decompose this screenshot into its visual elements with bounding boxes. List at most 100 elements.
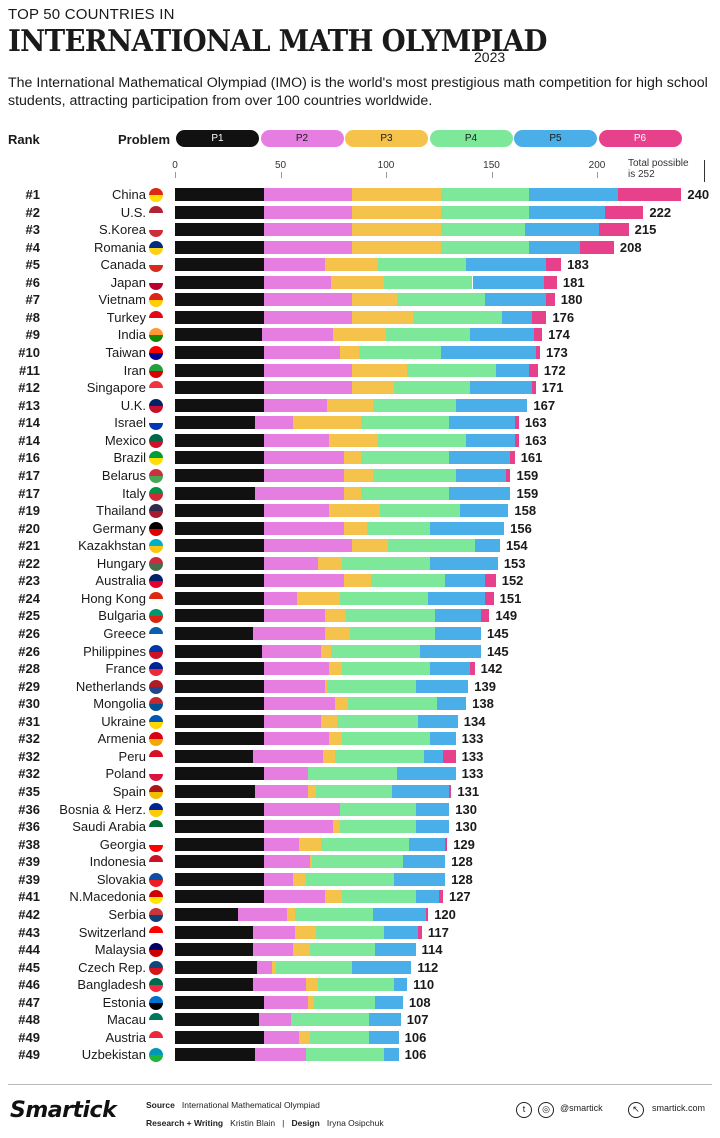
total-score-label: 183 <box>567 257 589 273</box>
bar-segment-p2 <box>263 574 344 588</box>
bar-segment-p6 <box>417 925 422 939</box>
rank-label: #3 <box>25 222 40 238</box>
instagram-icon[interactable]: ◎ <box>538 1102 554 1118</box>
country-name: India <box>117 327 146 343</box>
bar-segment-p2 <box>263 521 344 535</box>
rank-label: #2 <box>25 204 40 220</box>
bar-segment-p6 <box>529 363 538 377</box>
total-score-label: 120 <box>434 906 456 922</box>
country-row: #30 Mongolia 138 <box>0 695 720 713</box>
bar-segment-p2 <box>263 468 344 482</box>
bar-segment-p5 <box>369 1013 401 1027</box>
bar-segment-p2 <box>253 749 323 763</box>
bar-segment-p2 <box>263 995 308 1009</box>
country-row: #25 Bulgaria 149 <box>0 607 720 625</box>
country-name: Estonia <box>102 994 146 1010</box>
bar-segment-p3 <box>333 328 386 342</box>
total-score-label: 208 <box>619 239 642 255</box>
website-link[interactable]: smartick.com <box>652 1103 706 1113</box>
bar-segment-p1 <box>175 1048 256 1062</box>
bar-segment-p2 <box>263 188 353 201</box>
country-row: #14 Israel 163 <box>0 414 720 432</box>
bar-segment-p3 <box>318 556 342 570</box>
bar-segment-p2 <box>263 205 353 219</box>
bar-segment-p3 <box>293 943 311 957</box>
design-label: Design <box>291 1118 320 1128</box>
rank-label: #17 <box>18 467 40 483</box>
bar-segment-p3 <box>326 398 374 412</box>
rank-label: #32 <box>18 731 40 747</box>
total-score-label: 159 <box>516 467 539 483</box>
country-row: #42 Serbia 120 <box>0 906 720 924</box>
bar-segment-p1 <box>175 504 264 518</box>
country-name: Belarus <box>101 467 146 483</box>
country-row: #32 Armenia 133 <box>0 730 720 748</box>
flag-icon <box>149 732 163 747</box>
flag-icon <box>149 468 163 483</box>
country-name: Austria <box>105 1029 146 1045</box>
flag-icon <box>149 1030 163 1045</box>
bar-segment-p2 <box>263 381 353 395</box>
bar-segment-p5 <box>472 275 545 289</box>
cursor-link-icon[interactable]: ↖ <box>628 1102 644 1118</box>
rank-label: #7 <box>25 292 40 308</box>
bar-segment-p1 <box>175 872 264 886</box>
total-score-label: 134 <box>463 713 486 729</box>
bar-segment-p5 <box>415 890 439 904</box>
social-handle[interactable]: @smartick <box>560 1103 603 1113</box>
bar-segment-p4 <box>379 504 460 518</box>
bar-segment-p4 <box>371 574 446 588</box>
bar-segment-p5 <box>430 521 505 535</box>
bar-segment-p2 <box>263 714 321 728</box>
bar-segment-p5 <box>375 943 416 957</box>
flag-icon <box>149 609 163 624</box>
bar-segment-p4 <box>386 328 471 342</box>
bar-segment-p3 <box>293 872 306 886</box>
total-score-label: 154 <box>505 538 528 554</box>
bar-segment-p2 <box>263 504 330 518</box>
bar-segment-p4 <box>339 802 416 816</box>
bar-segment-p5 <box>417 714 458 728</box>
rank-label: #35 <box>18 784 40 800</box>
country-name: Australia <box>95 573 146 589</box>
flag-icon <box>149 662 163 677</box>
bar-segment-p5 <box>455 468 507 482</box>
bar-segment-p1 <box>175 1013 260 1027</box>
bar-segment-p2 <box>253 627 325 640</box>
bar-segment-p6 <box>605 205 644 219</box>
bar-segment-p2 <box>255 486 344 500</box>
total-score-label: 139 <box>474 678 496 694</box>
rank-label: #8 <box>25 309 40 325</box>
bar-segment-p3 <box>352 240 441 254</box>
country-row: #48 Macau 107 <box>0 1011 720 1029</box>
total-score-label: 133 <box>461 766 484 782</box>
flag-icon <box>149 433 163 448</box>
total-score-label: 127 <box>448 889 471 905</box>
bar-segment-p4 <box>316 925 384 939</box>
intro-text: The International Mathematical Olympiad … <box>8 75 708 109</box>
bar-segment-p1 <box>175 855 264 869</box>
bar-segment-p5 <box>502 310 532 324</box>
bar-segment-p3 <box>352 188 441 201</box>
total-score-label: 145 <box>486 643 509 659</box>
twitter-icon[interactable]: t <box>516 1102 532 1118</box>
bar-segment-p4 <box>305 872 395 886</box>
country-row: #2 U.S. 222 <box>0 204 720 222</box>
rank-label: #14 <box>18 432 40 448</box>
bar-segment-p3 <box>352 310 414 324</box>
bar-segment-p3 <box>352 293 397 307</box>
country-name: Mongolia <box>93 696 146 712</box>
country-name: Switzerland <box>78 924 146 940</box>
bar-segment-p4 <box>331 644 420 658</box>
bar-segment-p2 <box>263 591 298 605</box>
bar-segment-p1 <box>175 1030 264 1044</box>
bar-segment-p5 <box>402 855 446 869</box>
bar-segment-p1 <box>175 714 264 728</box>
rank-label: #17 <box>18 485 40 501</box>
bar-segment-p6 <box>445 837 448 851</box>
country-row: #14 Mexico 163 <box>0 432 720 450</box>
bar-segment-p6 <box>580 240 614 254</box>
bar-segment-p3 <box>293 416 361 430</box>
total-score-label: 130 <box>455 801 477 817</box>
rank-label: #46 <box>18 977 40 993</box>
